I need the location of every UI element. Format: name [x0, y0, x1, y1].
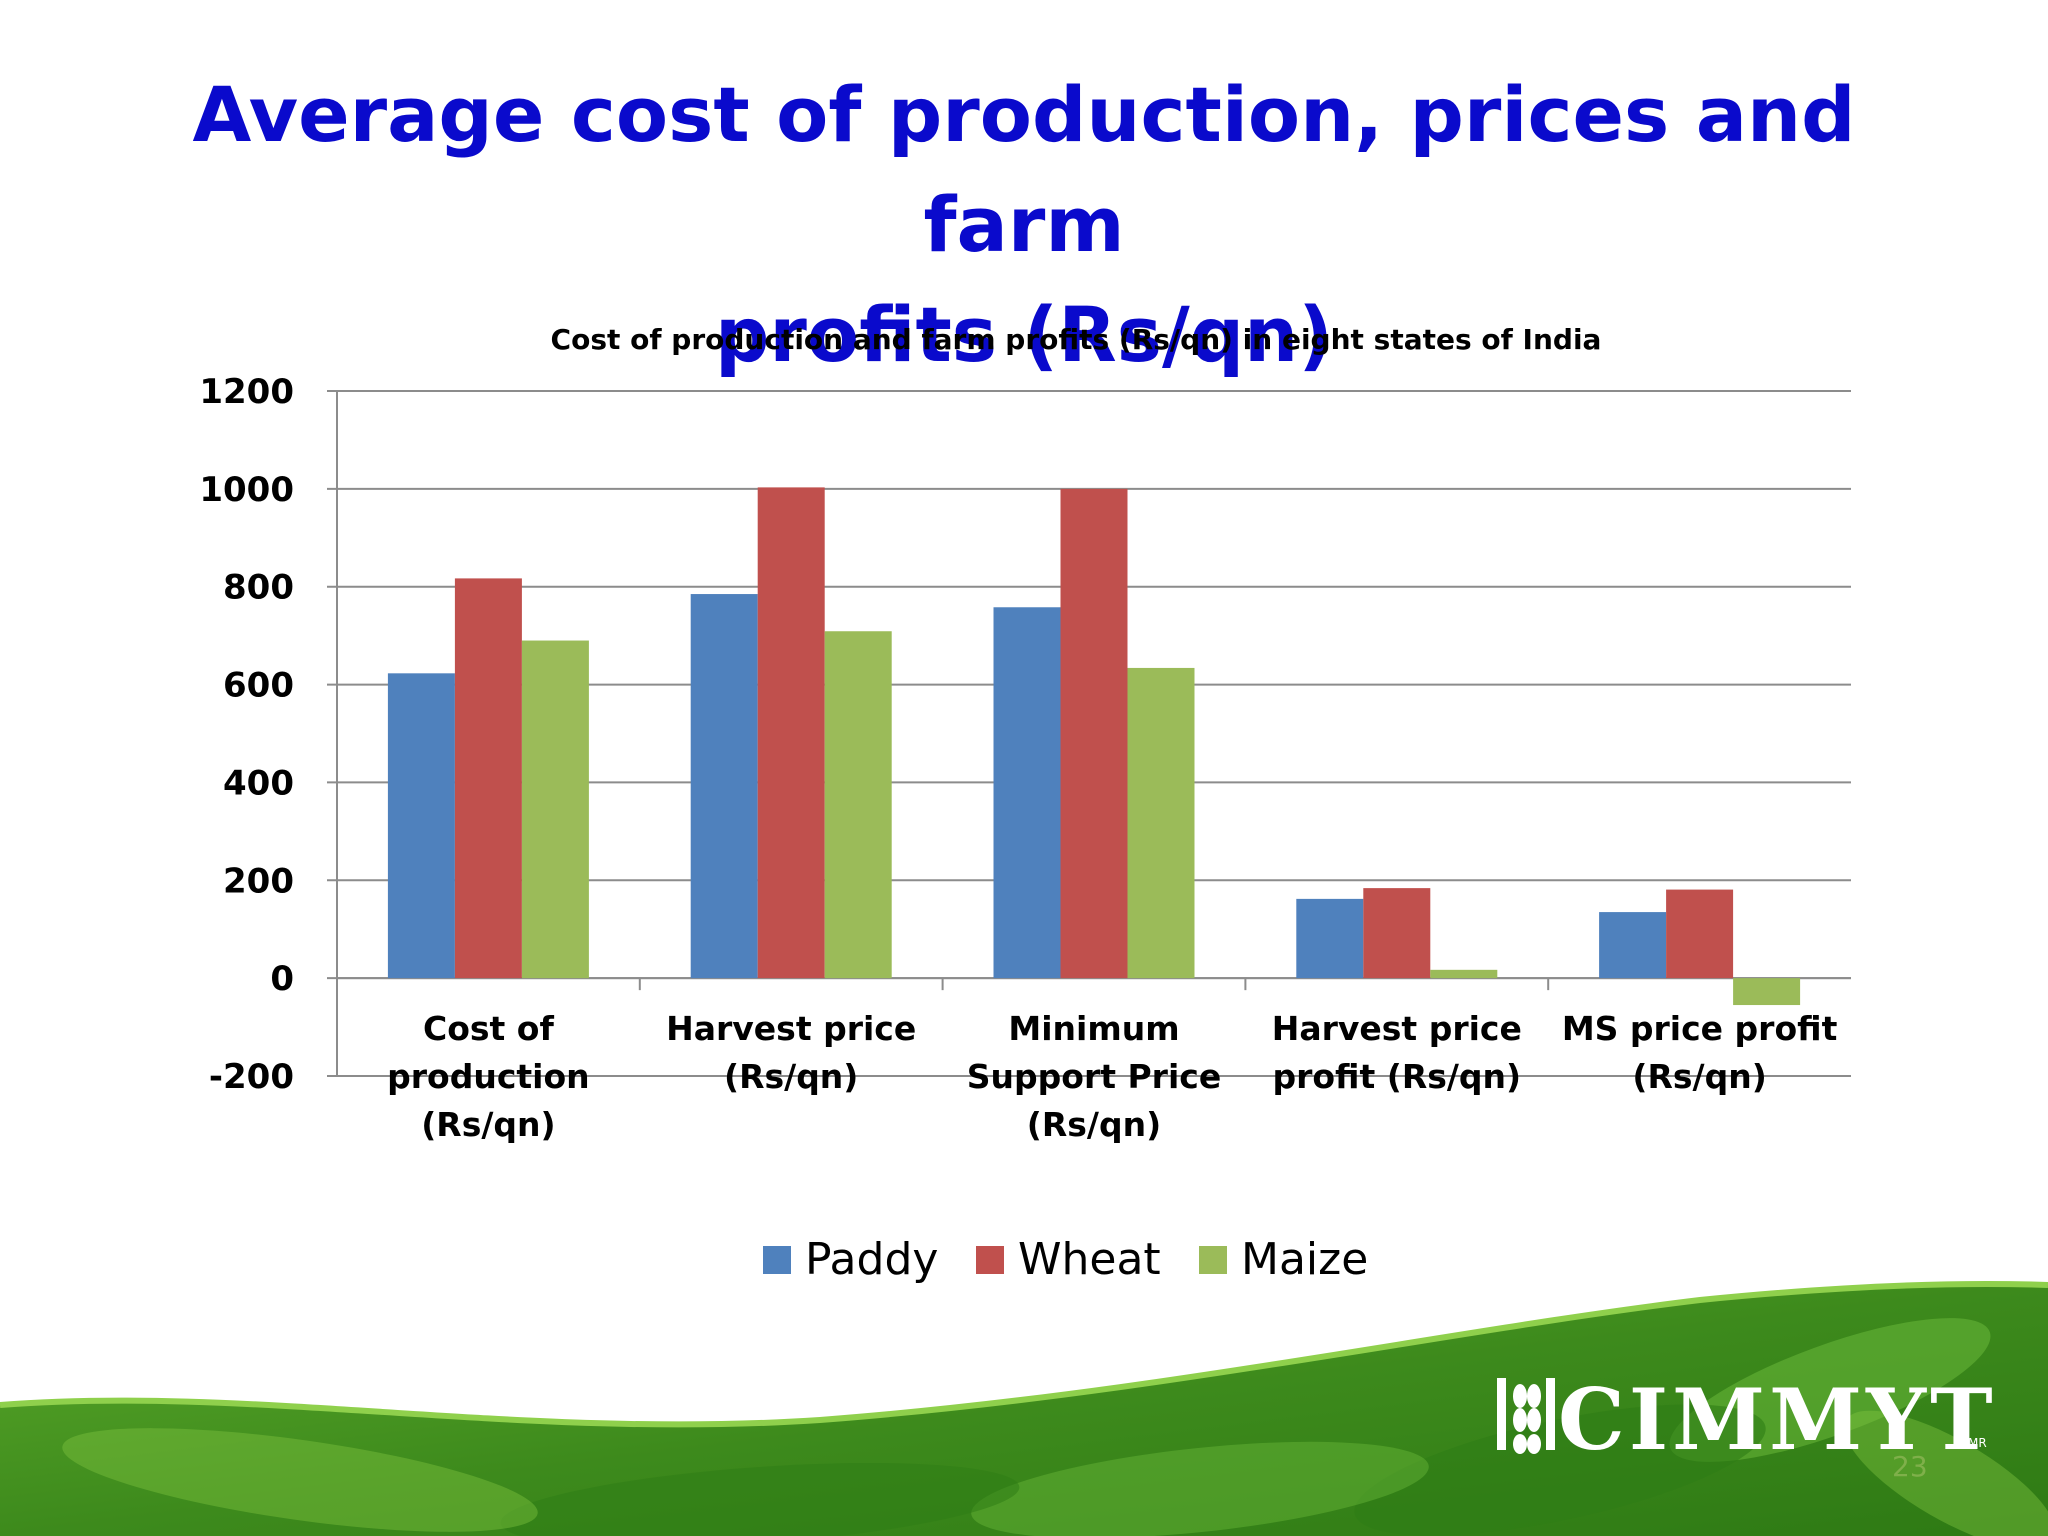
logo-trademark: MR — [1968, 1436, 1987, 1450]
cimmyt-logo: CIMMYT — [1558, 1370, 1997, 1469]
y-tick-label: 400 — [223, 763, 294, 803]
legend-label-paddy: Paddy — [805, 1234, 938, 1285]
x-tick-label: profit (Rs/qn) — [1272, 1057, 1521, 1096]
x-tick-label: Harvest price — [666, 1009, 916, 1048]
chart-title: Cost of production and farm profits (Rs/… — [551, 323, 1602, 356]
bar-wheat — [1666, 889, 1734, 979]
bar-paddy — [1599, 912, 1667, 979]
x-tick-label: Harvest price — [1272, 1009, 1522, 1048]
legend-swatch-paddy — [763, 1246, 791, 1274]
x-tick-label: (Rs/qn) — [1632, 1057, 1766, 1096]
x-tick-label: (Rs/qn) — [724, 1057, 858, 1096]
slide-title-line-2: profits (Rs/qn) — [715, 290, 1333, 379]
y-tick-label: 800 — [223, 568, 294, 608]
x-tick-label: Cost of — [423, 1009, 554, 1048]
legend-swatch-maize — [1199, 1246, 1227, 1274]
x-tick-label: (Rs/qn) — [1027, 1105, 1161, 1144]
x-tick-label: Minimum — [1008, 1009, 1179, 1048]
slide-title: Average cost of production, prices and f… — [150, 60, 1898, 390]
bar-maize — [521, 640, 589, 979]
y-tick-label: 1000 — [199, 470, 294, 510]
bar-wheat — [1363, 888, 1431, 979]
page-number: 23 — [1892, 1450, 1928, 1483]
legend-label-maize: Maize — [1241, 1234, 1368, 1285]
y-tick-label: 0 — [270, 959, 294, 999]
legend-swatch-wheat — [976, 1246, 1004, 1274]
y-tick-label: 600 — [223, 666, 294, 706]
y-tick-label: 200 — [223, 861, 294, 901]
y-tick-label: 1200 — [199, 372, 294, 412]
bar-wheat — [757, 487, 825, 979]
wheat-logo-icon — [1497, 1378, 1555, 1454]
x-tick-label: (Rs/qn) — [421, 1105, 555, 1144]
legend-label-wheat: Wheat — [1018, 1234, 1161, 1285]
bar-maize — [1733, 978, 1801, 1006]
slide-title-line-1: Average cost of production, prices and f… — [192, 70, 1856, 269]
bar-paddy — [1296, 898, 1364, 979]
bar-maize — [1430, 969, 1498, 979]
x-tick-label: MS price profit — [1562, 1009, 1838, 1048]
bar-paddy — [993, 607, 1061, 979]
bar-wheat — [454, 578, 522, 979]
x-tick-label: Support Price — [967, 1057, 1221, 1096]
bar-maize — [1127, 667, 1195, 979]
y-tick-label: -200 — [209, 1057, 294, 1097]
bar-maize — [824, 631, 892, 979]
bar-paddy — [690, 594, 758, 979]
bar-paddy — [387, 673, 455, 979]
bar-wheat — [1060, 488, 1128, 979]
x-tick-label: production — [387, 1057, 590, 1096]
